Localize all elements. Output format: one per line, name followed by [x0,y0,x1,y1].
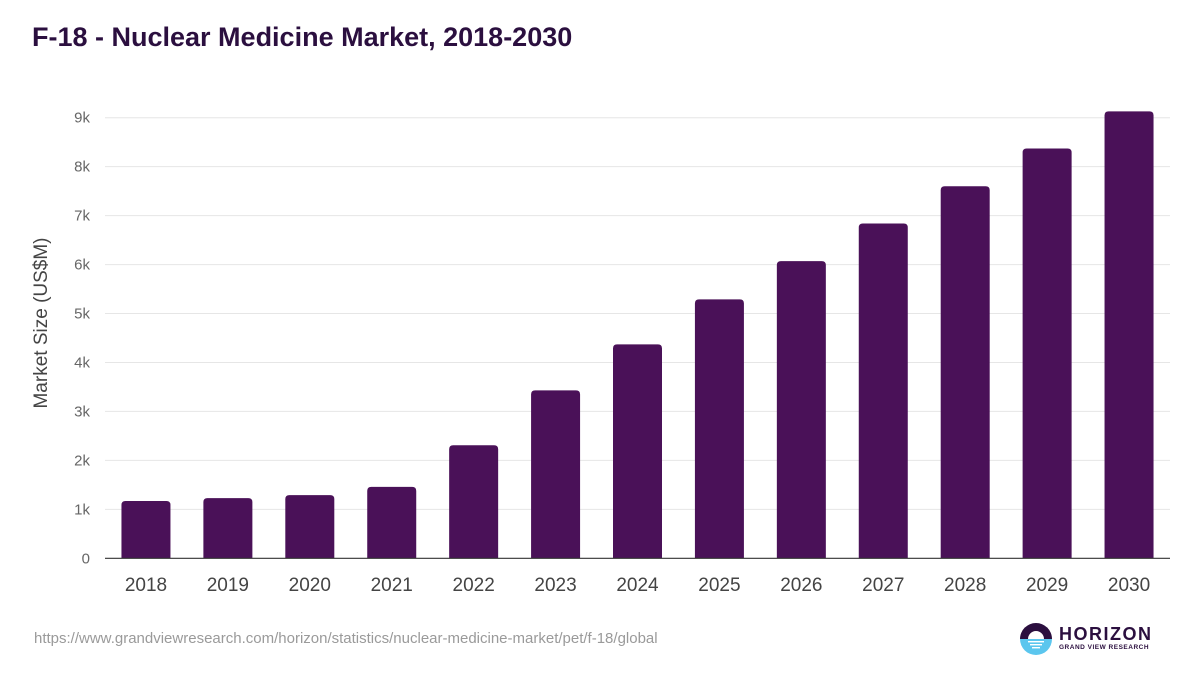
x-tick-label: 2018 [125,575,167,596]
y-tick-label: 3k [74,403,90,420]
horizon-logo-icon [1020,623,1052,655]
x-tick-label: 2027 [862,575,904,596]
x-tick-label: 2023 [534,575,576,596]
horizon-logo[interactable]: HORIZON GRAND VIEW RESEARCH [1019,622,1159,656]
bars [121,111,1154,559]
y-tick-label: 6k [74,257,90,274]
x-tick-label: 2022 [453,575,495,596]
y-axis-label: Market Size (US$M) [31,237,52,408]
y-tick-label: 0 [82,550,90,567]
bar-2028[interactable] [940,186,990,559]
logo-subtitle: GRAND VIEW RESEARCH [1059,644,1150,651]
bar-2018[interactable] [121,501,171,559]
x-tick-label: 2029 [1026,575,1068,596]
bar-2022[interactable] [449,445,499,559]
x-tick-label: 2030 [1108,575,1150,596]
source-url[interactable]: https://www.grandviewresearch.com/horizo… [34,630,658,647]
y-tick-label: 7k [74,208,90,225]
bar-2029[interactable] [1022,148,1072,559]
x-axis-ticks: 2018 2019 2020 2021 2022 2023 2024 2025 2026 2027… [125,575,1150,596]
x-tick-label: 2025 [698,575,740,596]
bar-2024[interactable] [613,344,662,559]
x-tick-label: 2026 [780,575,822,596]
bar-2023[interactable] [531,390,581,559]
y-axis-ticks: 0 1k 2k 3k 4k 5k 6k 7k 8k 9k [74,110,90,568]
x-tick-label: 2024 [616,575,659,596]
y-tick-label: 2k [74,452,90,469]
y-tick-label: 4k [74,354,90,371]
logo-wordmark: HORIZON [1059,624,1153,644]
chart-title: F-18 - Nuclear Medicine Market, 2018-203… [32,22,573,52]
bar-2025[interactable] [694,299,744,559]
bar-2021[interactable] [367,486,417,559]
bar-2026[interactable] [776,261,826,559]
y-tick-label: 1k [74,501,90,518]
bar-2020[interactable] [285,495,335,559]
y-tick-label: 9k [74,110,90,127]
y-tick-label: 5k [74,306,90,323]
x-tick-label: 2019 [207,575,249,596]
bar-2027[interactable] [858,223,908,559]
bar-2030[interactable] [1104,111,1154,559]
x-tick-label: 2021 [371,575,413,596]
x-tick-label: 2020 [289,575,331,596]
y-tick-label: 8k [74,159,90,176]
bar-2019[interactable] [203,498,253,559]
x-tick-label: 2028 [944,575,986,596]
